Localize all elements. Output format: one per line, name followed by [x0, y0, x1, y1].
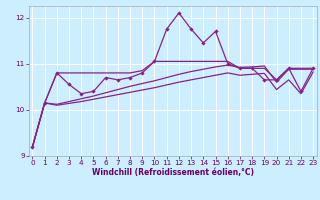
X-axis label: Windchill (Refroidissement éolien,°C): Windchill (Refroidissement éolien,°C) — [92, 168, 254, 177]
